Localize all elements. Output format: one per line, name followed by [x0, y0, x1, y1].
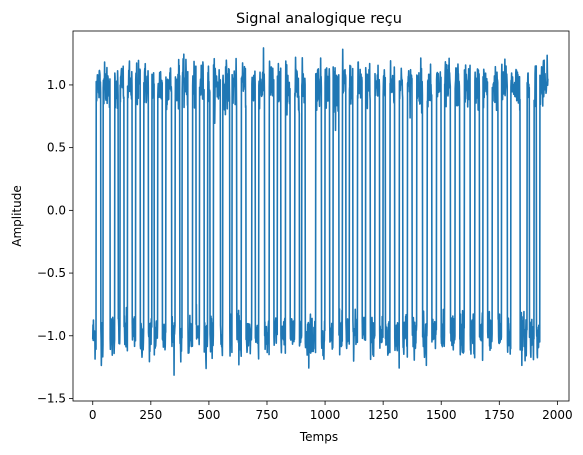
y-tick-label: 0.5 [47, 141, 66, 155]
y-axis-label: Amplitude [10, 185, 24, 247]
x-tick-label: 1750 [484, 408, 515, 422]
signal-line [91, 47, 549, 376]
x-tick-label: 500 [197, 408, 220, 422]
y-tick-label: −1.0 [37, 329, 66, 343]
x-axis-ticks: 0 250 500 750 1000 1250 1500 1750 2000 [89, 401, 573, 422]
plot-frame [72, 30, 570, 402]
x-tick-label: 250 [139, 408, 162, 422]
y-tick-label: 0.0 [47, 203, 66, 217]
x-tick-label: 2000 [542, 408, 573, 422]
x-tick-label: 0 [89, 408, 97, 422]
y-tick-label: −1.5 [37, 391, 66, 405]
chart-title: Signal analogique reçu [236, 11, 402, 27]
x-tick-label: 1500 [426, 408, 457, 422]
y-axis-ticks: −1.5 −1.0 −0.5 0.0 0.5 1.0 [37, 78, 73, 405]
x-tick-label: 750 [256, 408, 279, 422]
plot-area [72, 30, 570, 402]
y-tick-label: 1.0 [47, 78, 66, 92]
x-tick-label: 1000 [310, 408, 341, 422]
x-tick-label: 1250 [368, 408, 399, 422]
x-axis-label: Temps [299, 430, 338, 444]
y-tick-label: −0.5 [37, 266, 66, 280]
